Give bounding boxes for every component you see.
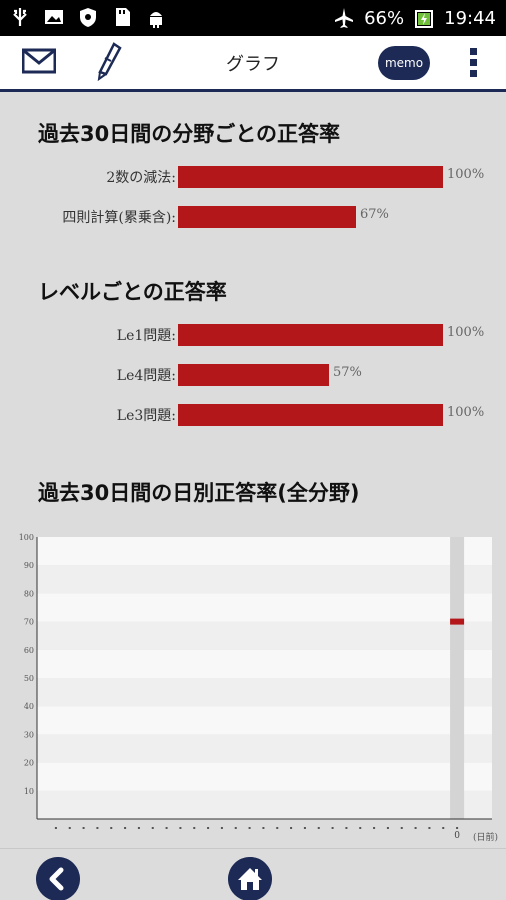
x-tick-dot	[290, 827, 293, 829]
x-tick-dot	[456, 827, 459, 829]
memo-button[interactable]: memo	[378, 46, 430, 80]
chart-band	[37, 762, 492, 791]
x-tick-dot	[165, 827, 168, 829]
more-menu-icon[interactable]	[466, 44, 480, 84]
field-rate-bar	[178, 206, 356, 228]
x-tick-dot	[68, 827, 71, 829]
chart-band	[37, 678, 492, 707]
bottom-nav	[0, 848, 506, 900]
level-rate-label: Le1問題:	[116, 328, 176, 344]
x-unit-label: (日前)	[473, 831, 498, 843]
image-icon	[45, 10, 63, 24]
level-rate-row: Le3問題: 100%	[0, 402, 506, 428]
x-tick-dot	[400, 827, 403, 829]
x-tick-dot	[442, 827, 445, 829]
x-tick-dot	[359, 827, 362, 829]
y-tick-label: 100	[19, 533, 34, 542]
chart-band	[37, 537, 492, 566]
field-rate-label: 2数の減法:	[106, 170, 176, 186]
app-header: グラフ memo	[0, 36, 506, 92]
x-tick-dot	[276, 827, 279, 829]
x-tick-dot	[137, 827, 140, 829]
field-rate-percent: 100%	[447, 167, 485, 182]
chart-band	[37, 565, 492, 594]
x-tick-dot	[82, 827, 85, 829]
airplane-icon	[335, 8, 354, 28]
y-tick-label: 20	[24, 759, 34, 768]
x-tick-dot	[220, 827, 223, 829]
level-rate-percent: 100%	[447, 405, 485, 420]
level-rate-label: Le3問題:	[116, 408, 176, 424]
x-tick-dot	[262, 827, 265, 829]
chart-band	[37, 734, 492, 763]
x-tick-dot	[124, 827, 127, 829]
chart-band	[37, 649, 492, 678]
x-tick-dot	[179, 827, 182, 829]
field-rate-label: 四則計算(累乗含):	[62, 210, 176, 226]
x-tick-dot	[96, 827, 99, 829]
y-tick-label: 60	[24, 646, 34, 655]
level-rate-label: Le4問題:	[116, 368, 176, 384]
day-column	[450, 537, 465, 819]
y-tick-label: 10	[24, 787, 34, 796]
x-tick-dot	[317, 827, 320, 829]
level-rate-bar	[178, 404, 443, 426]
level-rate-percent: 100%	[447, 325, 485, 340]
field-section-title: 過去30日間の分野ごとの正答率	[38, 122, 341, 146]
usb-icon	[13, 8, 27, 26]
battery-icon	[415, 10, 434, 28]
daily-rate-chart: 10 20 30 40 50 60 70 80 90 100 0 (日前)	[0, 530, 506, 850]
status-bar: 66% 19:44	[0, 0, 506, 36]
home-button[interactable]	[228, 857, 272, 900]
shield-icon	[80, 8, 96, 27]
x-tick-dot	[331, 827, 334, 829]
chart-band	[37, 593, 492, 622]
x-tick-dot	[54, 827, 57, 829]
android-icon	[150, 12, 162, 28]
y-tick-label: 40	[24, 702, 34, 711]
y-tick-label: 70	[24, 618, 34, 627]
level-rate-percent: 57%	[333, 365, 362, 380]
back-button[interactable]	[36, 857, 80, 900]
level-rate-row: Le1問題: 100%	[0, 322, 506, 348]
x-tick-dot	[414, 827, 417, 829]
field-rate-percent: 67%	[360, 207, 389, 222]
x-tick-dot	[234, 827, 237, 829]
y-tick-label: 90	[24, 561, 34, 570]
level-section-title: レベルごとの正答率	[38, 280, 227, 304]
x-tick-dot	[193, 827, 196, 829]
chart-band	[37, 790, 492, 819]
pencil-icon[interactable]	[96, 42, 122, 82]
chart-band	[37, 621, 492, 650]
field-rate-bar	[178, 166, 443, 188]
x-tick-dot	[373, 827, 376, 829]
day-rate-marker	[450, 618, 465, 625]
daily-section-title: 過去30日間の日別正答率(全分野)	[38, 481, 360, 505]
x-tick-dot	[303, 827, 306, 829]
x-tick-dot	[345, 827, 348, 829]
y-tick-label: 80	[24, 589, 34, 598]
x-tick-dot	[151, 827, 154, 829]
battery-percent: 66%	[364, 7, 405, 29]
level-rate-bar	[178, 324, 443, 346]
x-tick-dot	[207, 827, 210, 829]
x-tick-label: 0	[454, 831, 460, 841]
x-tick-dot	[110, 827, 113, 829]
page-title: グラフ	[226, 54, 280, 75]
chart-band	[37, 706, 492, 735]
y-tick-label: 30	[24, 730, 34, 739]
clock: 19:44	[444, 7, 496, 29]
x-tick-dot	[428, 827, 431, 829]
x-tick-dot	[386, 827, 389, 829]
field-rate-row: 四則計算(累乗含): 67%	[0, 204, 506, 230]
y-tick-label: 50	[24, 674, 34, 683]
mail-icon[interactable]	[22, 48, 56, 74]
level-rate-row: Le4問題: 57%	[0, 362, 506, 388]
level-rate-bar	[178, 364, 329, 386]
field-rate-row: 2数の減法: 100%	[0, 164, 506, 190]
x-tick-dot	[248, 827, 251, 829]
sd-card-icon	[116, 8, 130, 26]
